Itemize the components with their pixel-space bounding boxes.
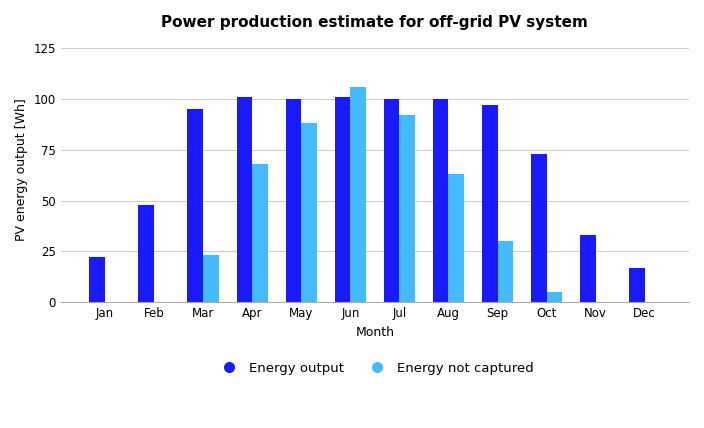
Title: Power production estimate for off-grid PV system: Power production estimate for off-grid P… [161, 15, 589, 30]
Bar [482, 105, 498, 302]
Bar [89, 258, 105, 302]
X-axis label: Month: Month [356, 326, 394, 339]
Bar [334, 97, 351, 302]
Bar [399, 115, 415, 302]
Bar [433, 99, 448, 302]
Bar [546, 292, 562, 302]
Bar [580, 235, 596, 302]
Bar [629, 268, 645, 302]
Bar [351, 87, 366, 302]
Bar [203, 256, 219, 302]
Bar [252, 164, 268, 302]
Bar [301, 123, 317, 302]
Y-axis label: PV energy output [Wh]: PV energy output [Wh] [15, 99, 28, 241]
Bar [237, 97, 252, 302]
Bar [448, 174, 464, 302]
Bar [531, 154, 546, 302]
Bar [139, 205, 154, 302]
Bar [498, 241, 513, 302]
Bar [286, 99, 301, 302]
Legend: Energy output, Energy not captured: Energy output, Energy not captured [211, 356, 539, 380]
Bar [187, 109, 203, 302]
Bar [384, 99, 399, 302]
